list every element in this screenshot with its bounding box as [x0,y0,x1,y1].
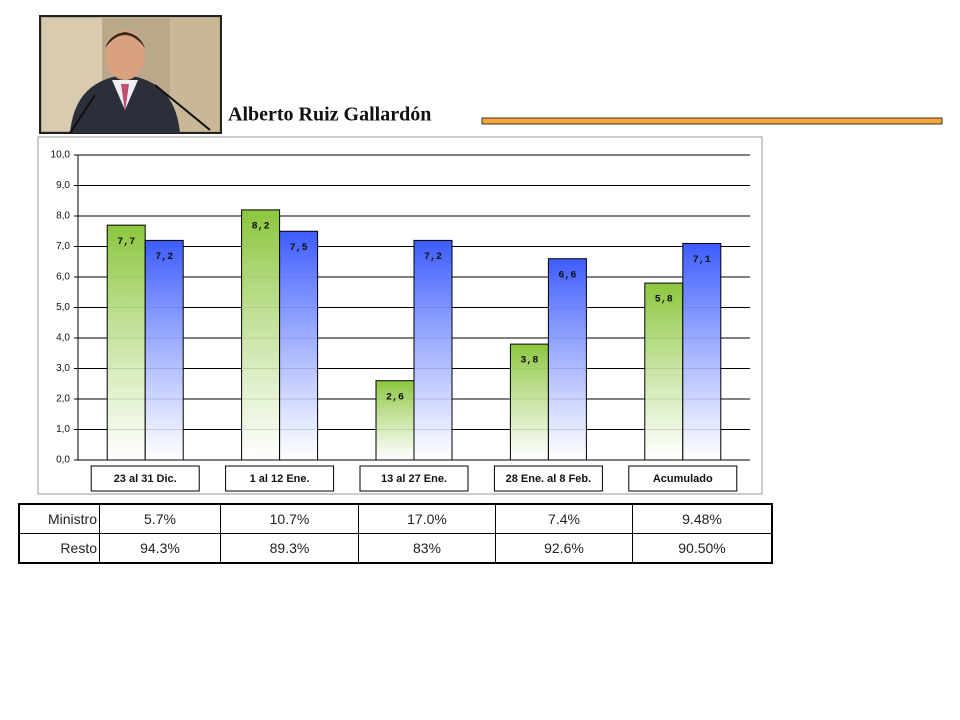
value-label: 7,7 [117,237,135,248]
x-tick-label: 1 al 12 Ene. [250,473,310,485]
bar [413,239,453,461]
value-label: 3,8 [520,356,538,367]
value-label: 2,6 [386,392,404,403]
x-tick-label: Acumulado [653,473,713,485]
value-label: 8,2 [252,222,270,233]
y-tick-label: 3,0 [56,363,70,374]
value-label: 7,5 [290,243,308,254]
category-box [90,465,200,492]
value-label: 7,1 [693,255,711,266]
y-tick-label: 2,0 [56,394,70,405]
title-rule [481,117,943,125]
bar [106,224,146,461]
table-cell: 7.4% [495,503,633,534]
value-label: 7,2 [155,252,173,263]
table-cell: 89.3% [220,533,359,564]
bar [547,258,587,461]
x-tick-label: 28 Ene. al 8 Feb. [506,473,592,485]
table-cell: Resto [18,533,100,564]
table-cell: 94.3% [99,533,221,564]
slide: Alberto Ruiz Gallardón 0,0 1,0 2,0 3,0 4,0 5,… [37,15,943,495]
table-cell: 5.7% [99,503,221,534]
table-cell: 90.50% [632,533,773,564]
y-tick-label: 6,0 [56,272,70,283]
table-row: Ministro 5.7% 10.7% 17.0% 7.4% 9.48% [18,503,773,534]
table-cell: 83% [358,533,496,564]
data-table: Ministro 5.7% 10.7% 17.0% 7.4% 9.48% Resto 94.3… [18,503,773,564]
table-cell: 17.0% [358,503,496,534]
bar [509,343,549,461]
bar [644,282,684,461]
value-label: 6,6 [558,270,576,281]
x-tick-label: 13 al 27 Ene. [381,473,447,485]
title: Alberto Ruiz Gallardón [228,104,431,126]
bar [682,242,722,461]
bar [241,209,281,461]
table-cell: 92.6% [495,533,633,564]
y-tick-label: 8,0 [56,211,70,222]
photo [39,15,222,134]
table-cell: Ministro [18,503,100,534]
x-tick-label: 23 al 31 Dic. [114,473,177,485]
category-box [359,465,469,492]
category-box [493,465,603,492]
category-box [628,465,738,492]
category-box [225,465,335,492]
y-tick-label: 1,0 [56,424,70,435]
y-tick-label: 9,0 [56,180,70,191]
y-tick-label: 10,0 [51,150,71,161]
y-tick-label: 4,0 [56,333,70,344]
table-cell: 10.7% [220,503,359,534]
bar [144,239,184,461]
y-tick-label: 5,0 [56,302,70,313]
value-label: 5,8 [655,295,673,306]
y-tick-label: 0,0 [56,455,70,466]
bar [375,380,415,461]
table-cell: 9.48% [632,503,773,534]
table-row: Resto 94.3% 89.3% 83% 92.6% 90.50% [18,533,773,564]
y-tick-label: 7,0 [56,241,70,252]
bar [279,230,319,461]
value-label: 7,2 [424,252,442,263]
